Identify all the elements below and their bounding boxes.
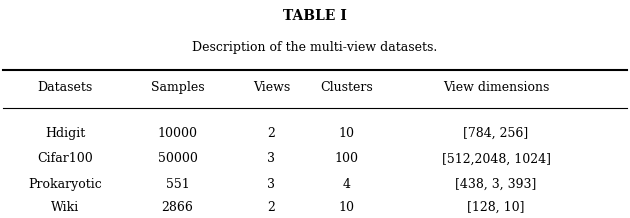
Text: Views: Views [253,81,290,94]
Text: 4: 4 [342,178,350,191]
Text: Samples: Samples [151,81,204,94]
Text: 2: 2 [267,127,275,140]
Text: [128, 10]: [128, 10] [467,201,525,214]
Text: 2866: 2866 [162,201,193,214]
Text: TABLE I: TABLE I [283,9,347,23]
Text: Hdigit: Hdigit [45,127,85,140]
Text: Prokaryotic: Prokaryotic [28,178,102,191]
Text: [438, 3, 393]: [438, 3, 393] [455,178,537,191]
Text: 10: 10 [338,127,354,140]
Text: 2: 2 [267,201,275,214]
Text: [784, 256]: [784, 256] [464,127,529,140]
Text: [512,2048, 1024]: [512,2048, 1024] [442,152,551,165]
Text: Datasets: Datasets [38,81,93,94]
Text: 3: 3 [267,178,275,191]
Text: 10000: 10000 [158,127,198,140]
Text: 50000: 50000 [158,152,198,165]
Text: Wiki: Wiki [51,201,79,214]
Text: Cifar100: Cifar100 [37,152,93,165]
Text: View dimensions: View dimensions [443,81,549,94]
Text: Description of the multi-view datasets.: Description of the multi-view datasets. [192,41,438,54]
Text: 100: 100 [335,152,358,165]
Text: 3: 3 [267,152,275,165]
Text: 10: 10 [338,201,354,214]
Text: Clusters: Clusters [320,81,372,94]
Text: 551: 551 [166,178,190,191]
